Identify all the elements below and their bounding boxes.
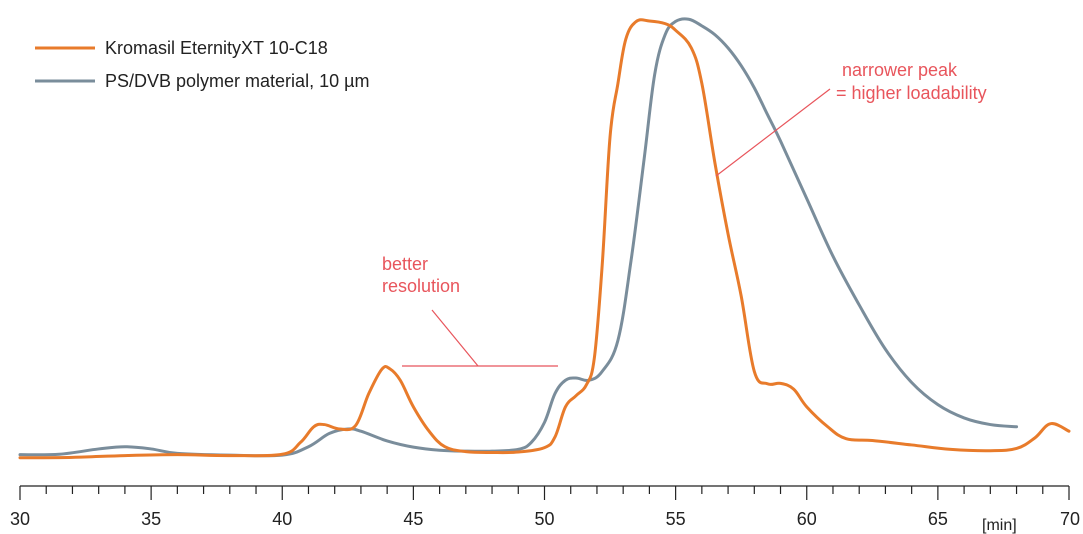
x-axis-unit-label: [min] [982,517,1017,534]
annotation-text-line: resolution [382,276,460,296]
series-group [18,17,1071,460]
legend: Kromasil EternityXT 10-C18 PS/DVB polyme… [35,38,369,91]
annotation-text-line: = higher loadability [836,83,987,103]
annotation-leader-line [715,88,831,177]
x-tick-label: 55 [666,509,686,529]
x-tick-label: 40 [272,509,292,529]
annotation-text-line: better [382,254,428,274]
x-tick-label: 70 [1060,509,1080,529]
legend-label-kromasil: Kromasil EternityXT 10-C18 [105,38,328,58]
x-tick-label: 65 [928,509,948,529]
annotation-better-resolution: better resolution [382,254,558,367]
x-tick-label: 45 [403,509,423,529]
x-tick-label: 50 [534,509,554,529]
x-tick-label: 30 [10,509,30,529]
x-tick-label: 60 [797,509,817,529]
x-axis: 30 35 40 45 50 55 60 65 70 [10,485,1080,529]
series-line-psdvb [18,17,1019,458]
annotation-narrower-peak: narrower peak = higher loadability [715,60,987,177]
series-line-kromasil [18,18,1071,460]
annotation-leader-line [431,309,479,367]
x-tick-label: 35 [141,509,161,529]
legend-label-psdvb: PS/DVB polymer material, 10 µm [105,71,369,91]
annotation-text-line: narrower peak [842,60,958,80]
